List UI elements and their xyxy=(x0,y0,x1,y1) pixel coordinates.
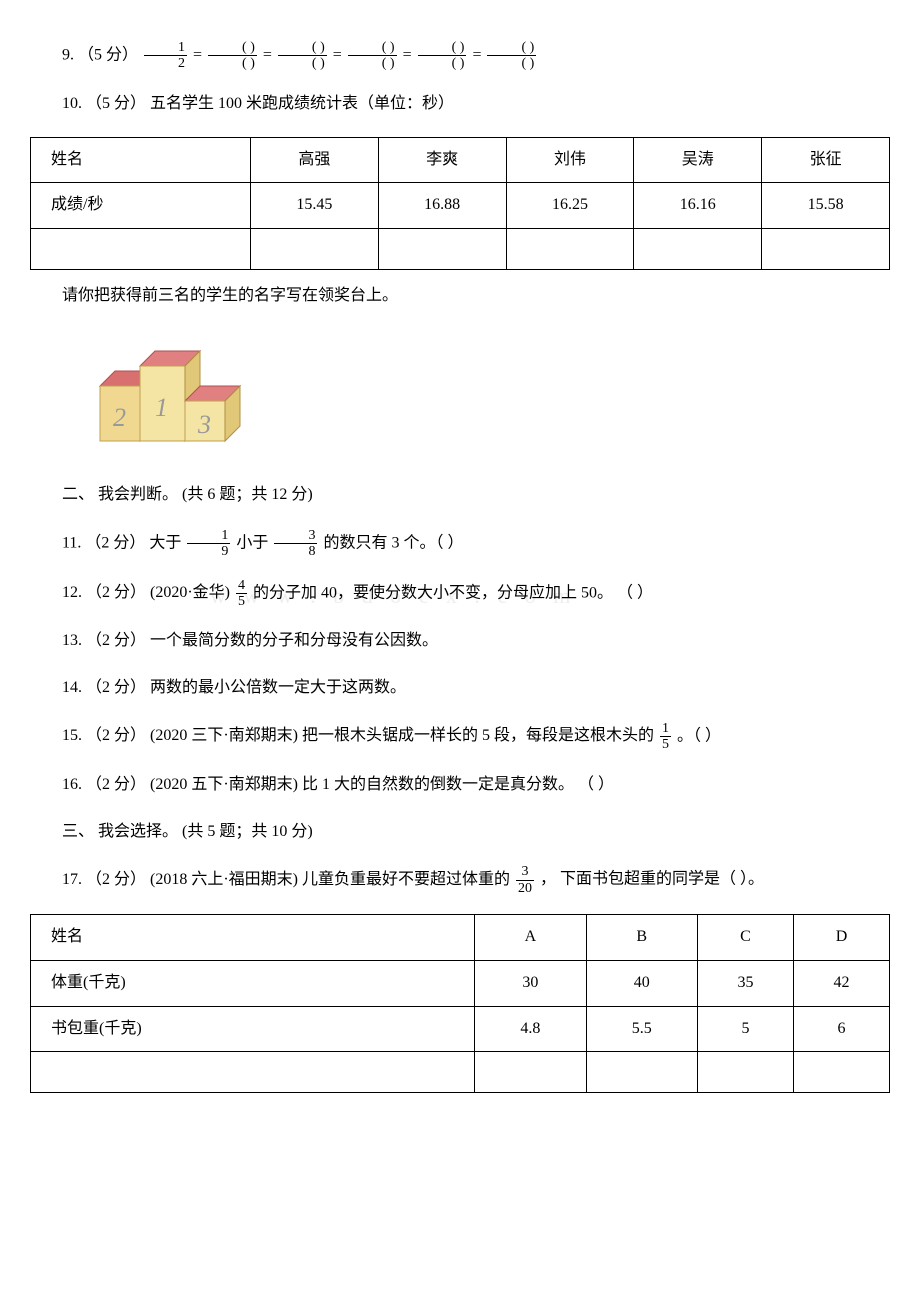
frac-4-5: 45 xyxy=(236,578,247,610)
section-2-title: 二、 我会判断。 (共 6 题；共 12 分) xyxy=(30,481,890,510)
podium-2: 2 xyxy=(113,403,126,432)
question-14: 14. （2 分） 两数的最小公倍数一定大于这两数。 xyxy=(30,674,890,703)
podium-3: 3 xyxy=(197,410,211,439)
q17-w-d: 42 xyxy=(793,960,889,1006)
table-row xyxy=(31,229,890,270)
q17-header-col: 姓名 xyxy=(31,915,475,961)
q10-val-4: 16.16 xyxy=(634,183,762,229)
table-row: 成绩/秒 15.45 16.88 16.25 16.16 15.58 xyxy=(31,183,890,229)
q17-col-d: D xyxy=(793,915,889,961)
podium-svg: 2 1 3 xyxy=(90,331,270,461)
table-row: 体重(千克) 30 40 35 42 xyxy=(31,960,890,1006)
frac-blank-3: ( )( ) xyxy=(348,40,397,72)
q10-col-5: 张征 xyxy=(762,137,890,183)
frac-blank-5: ( )( ) xyxy=(487,40,536,72)
q17-w-c: 35 xyxy=(697,960,793,1006)
frac-3-8: 38 xyxy=(274,528,317,560)
q17-b-d: 6 xyxy=(793,1006,889,1052)
frac-1-5: 15 xyxy=(660,721,671,753)
question-12: w w w . b d o c x . c o m 12. （2 分） (202… xyxy=(30,578,890,610)
q10-table: 姓名 高强 李爽 刘伟 吴涛 张征 成绩/秒 15.45 16.88 16.25… xyxy=(30,137,890,271)
podium-1: 1 xyxy=(155,393,168,422)
table-row xyxy=(31,1052,890,1093)
q10-val-5: 15.58 xyxy=(762,183,890,229)
q17-col-b: B xyxy=(586,915,697,961)
q17-b-c: 5 xyxy=(697,1006,793,1052)
q9-label: 9. （5 分） xyxy=(62,47,138,64)
q17-b-b: 5.5 xyxy=(586,1006,697,1052)
q17-col-a: A xyxy=(475,915,586,961)
q10-col-2: 李爽 xyxy=(378,137,506,183)
q10-val-3: 16.25 xyxy=(506,183,634,229)
q17-w-a: 30 xyxy=(475,960,586,1006)
q10-col-4: 吴涛 xyxy=(634,137,762,183)
frac-blank-2: ( )( ) xyxy=(278,40,327,72)
q17-weight-col: 体重(千克) xyxy=(31,960,475,1006)
table-row: 姓名 A B C D xyxy=(31,915,890,961)
question-9: 9. （5 分） 1 2 = ( )( ) = ( )( ) = ( )( ) … xyxy=(30,40,890,72)
q10-score-col: 成绩/秒 xyxy=(31,183,251,229)
q10-instruction: 请你把获得前三名的学生的名字写在领奖台上。 xyxy=(30,282,890,311)
frac-1-9: 19 xyxy=(187,528,230,560)
q10-header-col: 姓名 xyxy=(31,137,251,183)
question-17: 17. （2 分） (2018 六上·福田期末) 儿童负重最好不要超过体重的 3… xyxy=(30,864,890,896)
q10-col-1: 高强 xyxy=(250,137,378,183)
frac-half: 1 2 xyxy=(144,40,187,72)
q17-b-a: 4.8 xyxy=(475,1006,586,1052)
q10-val-2: 16.88 xyxy=(378,183,506,229)
frac-3-20: 320 xyxy=(516,864,534,896)
question-13: 13. （2 分） 一个最简分数的分子和分母没有公因数。 xyxy=(30,627,890,656)
podium-image: 2 1 3 xyxy=(90,331,270,461)
q17-table: 姓名 A B C D 体重(千克) 30 40 35 42 书包重(千克) 4.… xyxy=(30,914,890,1093)
question-15: 15. （2 分） (2020 三下·南郑期末) 把一根木头锯成一样长的 5 段… xyxy=(30,721,890,753)
q17-w-b: 40 xyxy=(586,960,697,1006)
table-row: 姓名 高强 李爽 刘伟 吴涛 张征 xyxy=(31,137,890,183)
question-11: 11. （2 分） 大于 19 小于 38 的数只有 3 个。（ ） xyxy=(30,528,890,560)
section-3-title: 三、 我会选择。 (共 5 题；共 10 分) xyxy=(30,818,890,847)
q10-col-3: 刘伟 xyxy=(506,137,634,183)
q10-val-1: 15.45 xyxy=(250,183,378,229)
q17-bag-col: 书包重(千克) xyxy=(31,1006,475,1052)
question-10-label: 10. （5 分） 五名学生 100 米跑成绩统计表（单位：秒） xyxy=(30,90,890,119)
frac-blank-1: ( )( ) xyxy=(208,40,257,72)
question-16: 16. （2 分） (2020 五下·南郑期末) 比 1 大的自然数的倒数一定是… xyxy=(30,771,890,800)
q17-col-c: C xyxy=(697,915,793,961)
table-row: 书包重(千克) 4.8 5.5 5 6 xyxy=(31,1006,890,1052)
frac-blank-4: ( )( ) xyxy=(418,40,467,72)
